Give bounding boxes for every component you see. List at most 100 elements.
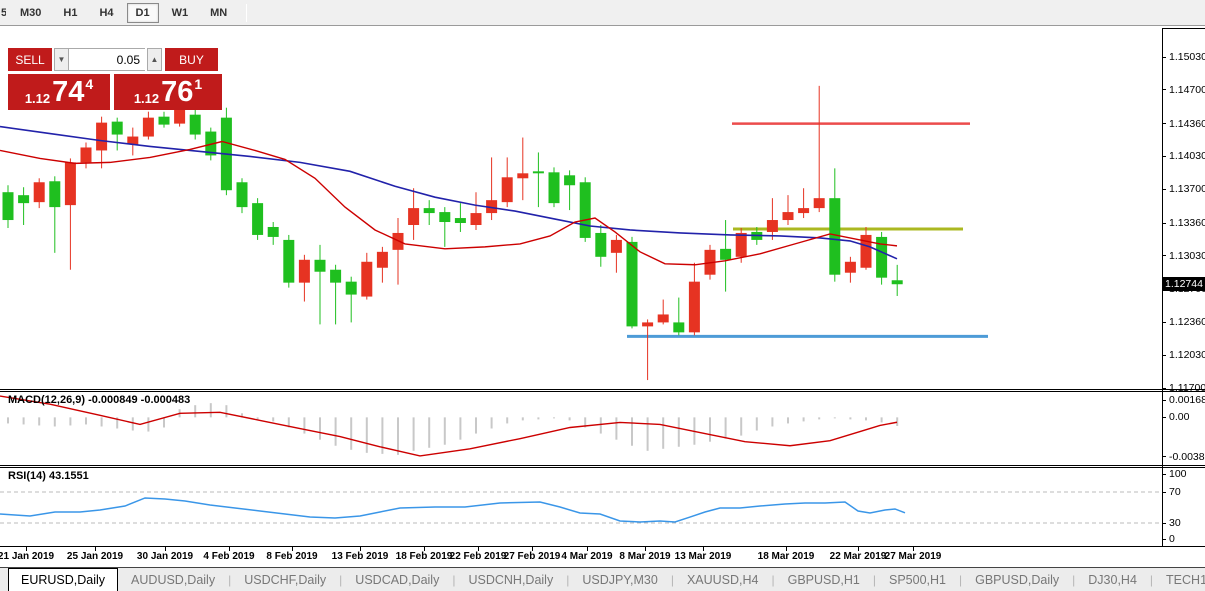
candle-body (610, 239, 622, 253)
date-label: 13 Feb 2019 (331, 551, 389, 562)
date-label: 21 Jan 2019 (0, 551, 55, 562)
candle-body (252, 203, 264, 235)
buy-price-pip: 1 (194, 76, 203, 92)
candle-body (18, 195, 30, 204)
chart-tab-sp500-h1[interactable]: SP500,H1 (889, 572, 946, 587)
date-label: 22 Feb 2019 (449, 551, 507, 562)
timeframe-button-5[interactable]: 5 (1, 6, 7, 19)
date-label: 27 Feb 2019 (503, 551, 561, 562)
timeframe-button-mn[interactable]: MN (210, 6, 228, 19)
chart-tab-usdcad-daily[interactable]: USDCAD,Daily (355, 572, 440, 587)
timeframe-button-h4[interactable]: H4 (99, 6, 114, 19)
date-tick (703, 547, 704, 551)
sell-price-small: 1.12 (24, 91, 51, 106)
buy-price-display[interactable]: 1.12 76 1 (114, 74, 222, 110)
rsi-indicator-panel[interactable] (0, 467, 1162, 546)
candle-body (876, 236, 888, 278)
volume-decrease-button[interactable]: ▼ (54, 48, 69, 71)
buy-button[interactable]: BUY (165, 48, 218, 71)
candle-body (470, 213, 482, 226)
price-scale-tick (1162, 387, 1166, 389)
price-scale-tick (1162, 188, 1166, 190)
candle-body (33, 182, 45, 203)
panel-separator[interactable] (0, 389, 1205, 390)
candle-body (626, 241, 638, 327)
candle-body (766, 220, 778, 232)
chart-tab-gbpusd-h1[interactable]: GBPUSD,H1 (787, 572, 860, 587)
chart-tab-usdcnh-daily[interactable]: USDCNH,Daily (468, 572, 554, 587)
chart-tab-usdjpy-m30[interactable]: USDJPY,M30 (582, 572, 658, 587)
price-scale-tick (1162, 56, 1166, 58)
candle-body (501, 177, 513, 203)
date-tick (478, 547, 479, 551)
timeframe-button-m30[interactable]: M30 (20, 6, 42, 19)
timeframe-button-h1[interactable]: H1 (63, 6, 78, 19)
macd-histogram (7, 403, 899, 455)
candle-body (236, 182, 248, 208)
panel-separator (0, 467, 1205, 468)
timeframe-button-w1[interactable]: W1 (171, 6, 189, 19)
tab-divider: | (228, 572, 232, 587)
price-scale-tick (1162, 155, 1166, 157)
macd-signal-line (0, 395, 898, 457)
timeframe-button-d1[interactable]: D1 (126, 2, 159, 23)
candle-body (813, 198, 825, 209)
panel-separator[interactable] (0, 465, 1205, 466)
chart-tab-audusd-daily[interactable]: AUDUSD,Daily (131, 572, 216, 587)
price-scale-label: 1.13360 (1169, 217, 1205, 229)
price-scale[interactable]: 1.15030 1.14700 1.14360 1.14030 1.13700 1.133… (1162, 28, 1205, 546)
candle-body (720, 248, 732, 260)
date-label: 18 Mar 2019 (757, 551, 815, 562)
tab-divider: | (958, 572, 963, 587)
chart-tab-gbpusd-daily[interactable]: GBPUSD,Daily (975, 572, 1060, 587)
rsi-scale-tick (1162, 522, 1166, 524)
candle-body (657, 314, 669, 323)
volume-input[interactable] (69, 48, 145, 71)
chart-tab-dj30-h4[interactable]: DJ30,H4 (1088, 572, 1137, 587)
rsi-scale-label: 30 (1169, 517, 1181, 529)
chart-tab-tech100-h1[interactable]: TECH100,H1 (1166, 572, 1205, 587)
candle-body (891, 280, 903, 285)
date-tick (360, 547, 361, 551)
date-tick (587, 547, 588, 551)
candle-body (267, 226, 279, 237)
candle-body (829, 198, 841, 275)
volume-increase-button[interactable]: ▲ (147, 48, 162, 71)
tab-divider: | (339, 572, 343, 587)
rsi-scale-label: 70 (1169, 486, 1181, 498)
price-scale-tick (1162, 321, 1166, 323)
chart-tab-xauusd-h4[interactable]: XAUUSD,H4 (686, 572, 759, 587)
one-click-trading-panel: SELL ▼ ▲ BUY 1.12 74 4 1.12 76 1 (8, 48, 222, 110)
chart-tab-eurusd-daily[interactable]: EURUSD,Daily (8, 568, 119, 591)
macd-indicator-panel[interactable] (0, 392, 1162, 464)
rsi-line (0, 497, 906, 523)
sell-button[interactable]: SELL (8, 48, 52, 71)
price-scale-tick (1162, 255, 1166, 257)
chart-tab-usdchf-daily[interactable]: USDCHF,Daily (244, 572, 327, 587)
candle-body (408, 208, 420, 226)
candle-body (486, 200, 498, 214)
rsi-scale-tick (1162, 473, 1166, 475)
ma-red-line (0, 140, 898, 266)
sell-price-display[interactable]: 1.12 74 4 (8, 74, 110, 110)
candle-body (49, 181, 61, 208)
macd-label: MACD(12,26,9) -0.000849 -0.000483 (8, 394, 191, 406)
date-tick (292, 547, 293, 551)
candle-body (782, 212, 794, 221)
macd-scale-tick (1162, 399, 1166, 401)
date-tick (858, 547, 859, 551)
candle-body (548, 172, 560, 204)
date-tick (165, 547, 166, 551)
candle-body (673, 322, 685, 333)
rsi-label: RSI(14) 43.1551 (8, 470, 89, 482)
candle-body (142, 117, 154, 137)
price-scale-tick (1162, 354, 1166, 356)
candle-body (532, 171, 544, 174)
macd-scale-label: 0.001686 (1169, 394, 1205, 407)
date-label: 4 Feb 2019 (203, 551, 255, 562)
price-scale-label: 1.13030 (1169, 249, 1205, 262)
price-scale-label: 1.14700 (1169, 83, 1205, 96)
date-axis[interactable]: 21 Jan 2019 25 Jan 2019 30 Jan 2019 4 Feb 2… (0, 547, 1205, 566)
macd-scale-label: 0.00 (1169, 411, 1190, 424)
